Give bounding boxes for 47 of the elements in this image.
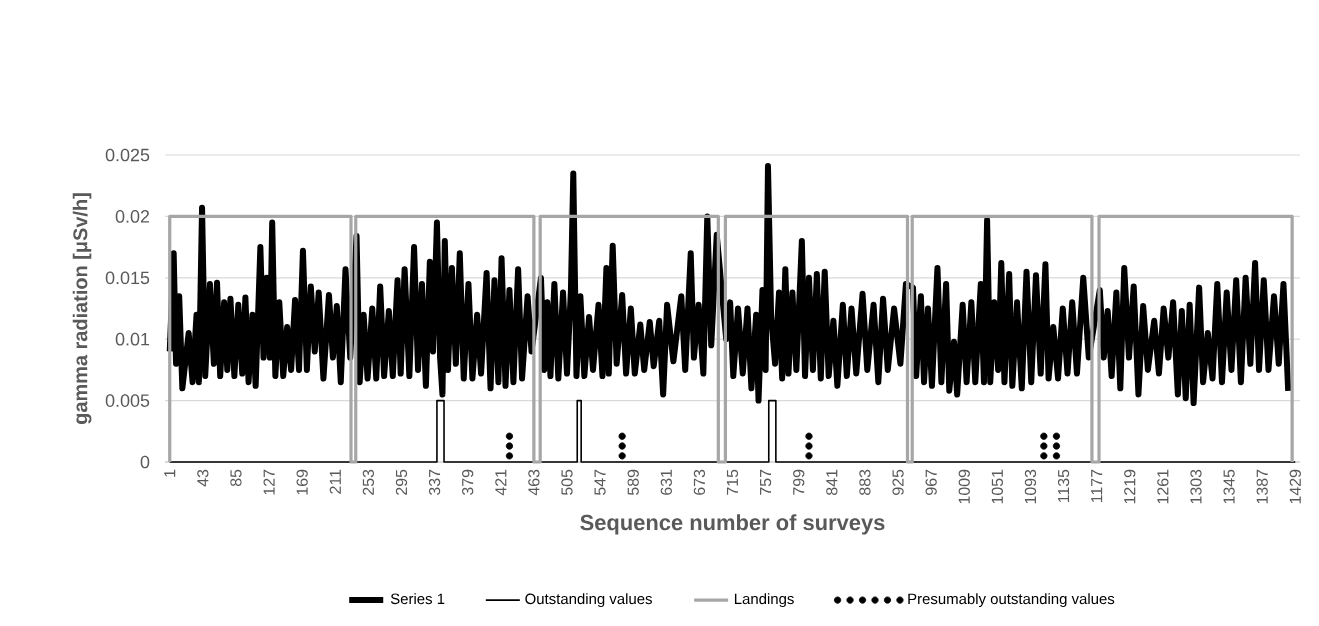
x-tick-label: 253 <box>362 469 374 495</box>
x-tick-label: 631 <box>660 469 672 495</box>
x-tick-label: 1 <box>164 469 176 477</box>
x-tick-label: 211 <box>329 469 341 494</box>
x-tick-label: 1303 <box>1190 469 1202 504</box>
x-tick-label: 1135 <box>1057 469 1070 503</box>
x-tick-label: 337 <box>428 469 441 496</box>
legend-label: Outstanding values <box>525 593 652 608</box>
x-tick-label: 1177 <box>1091 469 1103 503</box>
y-axis-title: gamma radiation [μSv/h] <box>72 193 92 424</box>
x-axis-title: Sequence number of surveys <box>580 514 885 535</box>
legend-label: Presumably outstanding values <box>908 593 1115 608</box>
x-tick-label: 589 <box>627 469 639 496</box>
y-tick-label: 0.015 <box>105 271 150 285</box>
x-tick-label: 547 <box>594 469 606 496</box>
x-tick-label: 1051 <box>991 469 1003 504</box>
x-tick-label: 967 <box>925 469 937 495</box>
legend-label: Landings <box>734 593 794 608</box>
x-tick-label: 421 <box>495 469 507 496</box>
x-tick-label: 1009 <box>958 469 970 504</box>
x-tick-label: 925 <box>892 469 904 495</box>
x-tick-label: 505 <box>561 469 573 496</box>
x-tick-label: 1261 <box>1157 469 1169 504</box>
x-tick-label: 127 <box>263 469 275 495</box>
x-tick-label: 43 <box>197 469 209 487</box>
x-tick-label: 1387 <box>1256 469 1268 504</box>
x-tick-label: 1345 <box>1223 469 1235 504</box>
x-tick-label: 379 <box>462 469 474 496</box>
y-tick-label: 0.01 <box>115 332 150 346</box>
x-tick-label: 1429 <box>1289 469 1301 504</box>
x-tick-label: 757 <box>760 469 772 495</box>
x-tick-label: 673 <box>693 469 706 495</box>
y-tick-label: 0 <box>140 455 150 469</box>
y-tick-label: 0.025 <box>105 148 150 162</box>
x-tick-label: 715 <box>726 469 739 495</box>
x-tick-label: 1219 <box>1124 469 1136 504</box>
x-tick-label: 463 <box>528 469 540 496</box>
x-tick-label: 85 <box>230 469 242 487</box>
legend-label: Series 1 <box>390 593 445 605</box>
x-tick-label: 883 <box>859 469 871 495</box>
y-tick-label: 0.005 <box>105 394 150 407</box>
x-tick-label: 295 <box>395 469 408 495</box>
x-tick-label: 169 <box>296 469 308 495</box>
x-tick-label: 841 <box>826 469 838 495</box>
x-tick-label: 799 <box>793 469 805 495</box>
y-tick-label: 0.02 <box>115 210 150 223</box>
x-tick-label: 1093 <box>1024 469 1037 504</box>
